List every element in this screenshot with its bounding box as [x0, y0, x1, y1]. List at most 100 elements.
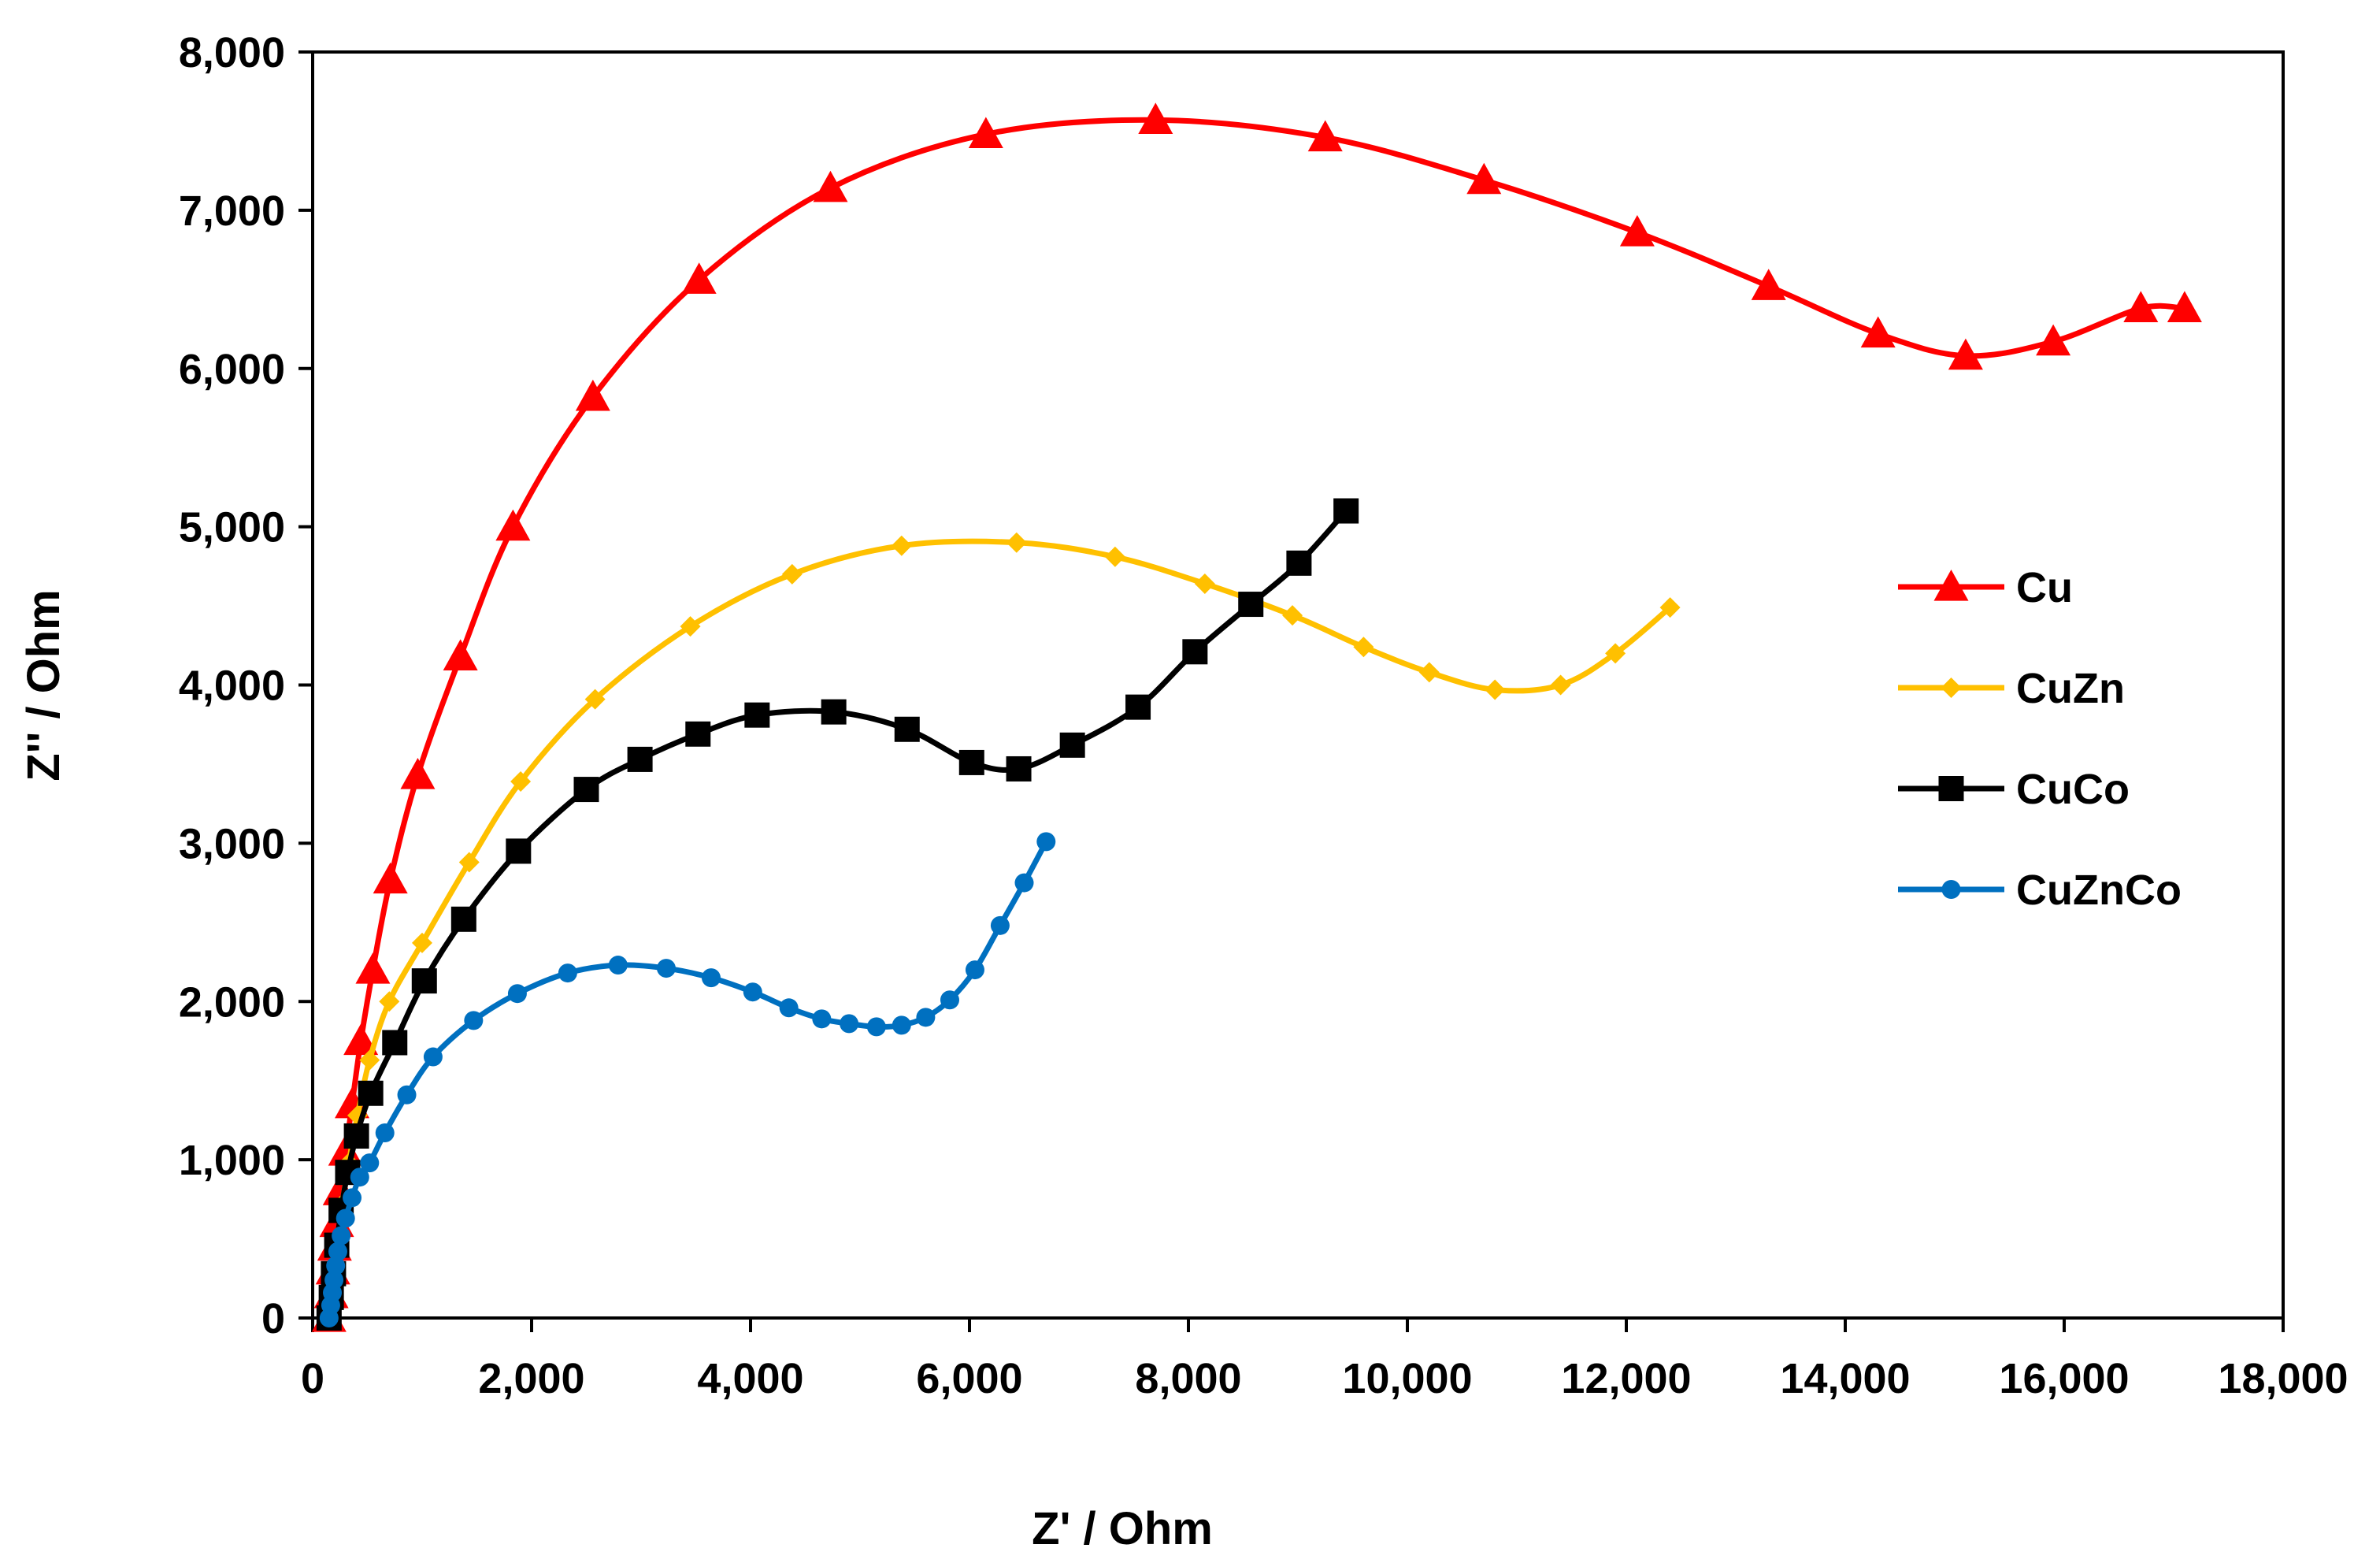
data-point-cuzn [1282, 605, 1303, 626]
data-point-cu [1619, 214, 1655, 247]
data-point-cuznco [326, 1256, 346, 1275]
data-point-cuznco [328, 1242, 347, 1261]
y-axis-title: Z'' / Ohm [18, 589, 69, 781]
data-point-cu [2123, 291, 2159, 323]
data-point-cuco [506, 838, 532, 864]
data-point-cuzn [379, 991, 400, 1012]
data-point-cuznco [1014, 873, 1034, 893]
data-point-cuznco [608, 956, 628, 975]
y-tick-label: 1,000 [179, 1137, 285, 1184]
data-point-cu [2036, 324, 2071, 356]
data-point-cuznco [892, 1015, 911, 1035]
data-point-cuznco [464, 1011, 484, 1030]
data-point-cuzn [1194, 573, 1215, 594]
data-point-cuznco [423, 1047, 443, 1067]
legend-item-cuzn: CuZn [1898, 665, 2125, 712]
x-axis-title: Z' / Ohm [1032, 1503, 1213, 1554]
data-point-cu [355, 952, 391, 984]
data-point-cu [968, 117, 1003, 149]
data-point-cu [1138, 102, 1173, 134]
legend-marker [1941, 678, 1962, 698]
data-point-cuzn [1006, 532, 1027, 553]
legend-item-cu: Cu [1898, 564, 2073, 611]
data-point-cuznco [840, 1014, 859, 1034]
data-point-cu [681, 262, 717, 294]
legend-label: CuCo [2016, 766, 2130, 813]
data-point-cuco [958, 749, 984, 775]
data-point-cuznco [701, 968, 721, 988]
y-tick-label: 8,000 [179, 29, 285, 76]
data-point-cuznco [743, 982, 762, 1002]
data-point-cuznco [866, 1017, 886, 1037]
data-point-cuco [1238, 592, 1264, 618]
data-point-cu [1307, 120, 1343, 152]
data-point-cuznco [812, 1009, 832, 1029]
y-tick-label: 0 [261, 1295, 285, 1342]
x-tick-label: 6,000 [916, 1355, 1022, 1402]
series-line-cu [326, 117, 2185, 1319]
data-point-cuzn [1485, 679, 1506, 700]
data-point-cuco [1125, 694, 1151, 720]
data-point-cuco [1059, 732, 1085, 758]
data-point-cuzn [412, 932, 432, 953]
data-point-cuznco [1036, 832, 1056, 852]
data-point-cuco [411, 968, 437, 994]
legend-item-cuco: CuCo [1898, 766, 2130, 813]
data-point-cuznco [558, 963, 577, 983]
data-point-cuco [894, 716, 920, 742]
x-tick-label: 18,000 [2218, 1355, 2348, 1402]
x-tick-label: 2,000 [478, 1355, 584, 1402]
data-point-cuco [1182, 639, 1208, 665]
data-point-cuzn [359, 1049, 380, 1071]
data-point-cu [328, 1134, 363, 1166]
data-point-cuznco [360, 1153, 380, 1173]
data-point-cuco [1006, 756, 1032, 782]
x-tick-label: 16,000 [1999, 1355, 2129, 1402]
x-tick-label: 12,000 [1561, 1355, 1691, 1402]
data-point-cuco [343, 1123, 369, 1149]
data-point-cuznco [335, 1208, 355, 1228]
data-point-cuzn [781, 563, 803, 585]
series-cu [311, 102, 2202, 1332]
x-tick-label: 4,000 [697, 1355, 803, 1402]
data-point-cu [2167, 291, 2202, 323]
data-point-cuznco [332, 1226, 351, 1246]
x-tick-label: 8,000 [1135, 1355, 1241, 1402]
data-point-cu [400, 757, 436, 789]
data-point-cu [1860, 316, 1896, 348]
legend-item-cuznco: CuZnCo [1898, 867, 2182, 914]
data-point-cuznco [375, 1123, 395, 1142]
series-layer [311, 102, 2202, 1332]
data-point-cuznco [940, 990, 959, 1010]
data-point-cuco [382, 1030, 408, 1056]
data-point-cuco [685, 721, 711, 747]
data-point-cu [343, 1023, 379, 1056]
data-point-cuznco [916, 1008, 936, 1027]
legend-marker [1941, 880, 1961, 899]
data-point-cuznco [397, 1085, 417, 1104]
x-axis: 0 2,000 4,000 6,000 8,000 10,000 12,000 14,000 1… [301, 1318, 2348, 1402]
data-point-cuco [358, 1080, 384, 1106]
y-tick-label: 5,000 [179, 504, 285, 551]
legend-marker [1938, 776, 1964, 801]
x-tick-label: 14,000 [1780, 1355, 1910, 1402]
data-point-cuznco [507, 984, 527, 1004]
data-point-cuzn [1550, 674, 1571, 696]
data-point-cuzn [584, 689, 606, 710]
legend-label: CuZn [2016, 665, 2125, 712]
data-point-cuzn [1659, 597, 1681, 618]
data-point-cuco [821, 699, 847, 725]
y-tick-label: 6,000 [179, 346, 285, 393]
data-point-cuznco [350, 1168, 369, 1187]
data-point-cuznco [990, 915, 1010, 935]
data-point-cuzn [680, 616, 701, 637]
data-point-cuco [627, 746, 653, 772]
data-point-cuznco [656, 959, 676, 978]
series-line-cuco [326, 509, 1348, 1319]
data-point-cuznco [779, 998, 799, 1018]
legend: Cu CuZn CuCo CuZnCo [1898, 564, 2182, 914]
y-axis: 0 1,000 2,000 3,000 4,000 5,000 6,000 7,000 8,00… [179, 29, 313, 1342]
y-tick-label: 2,000 [179, 978, 285, 1026]
